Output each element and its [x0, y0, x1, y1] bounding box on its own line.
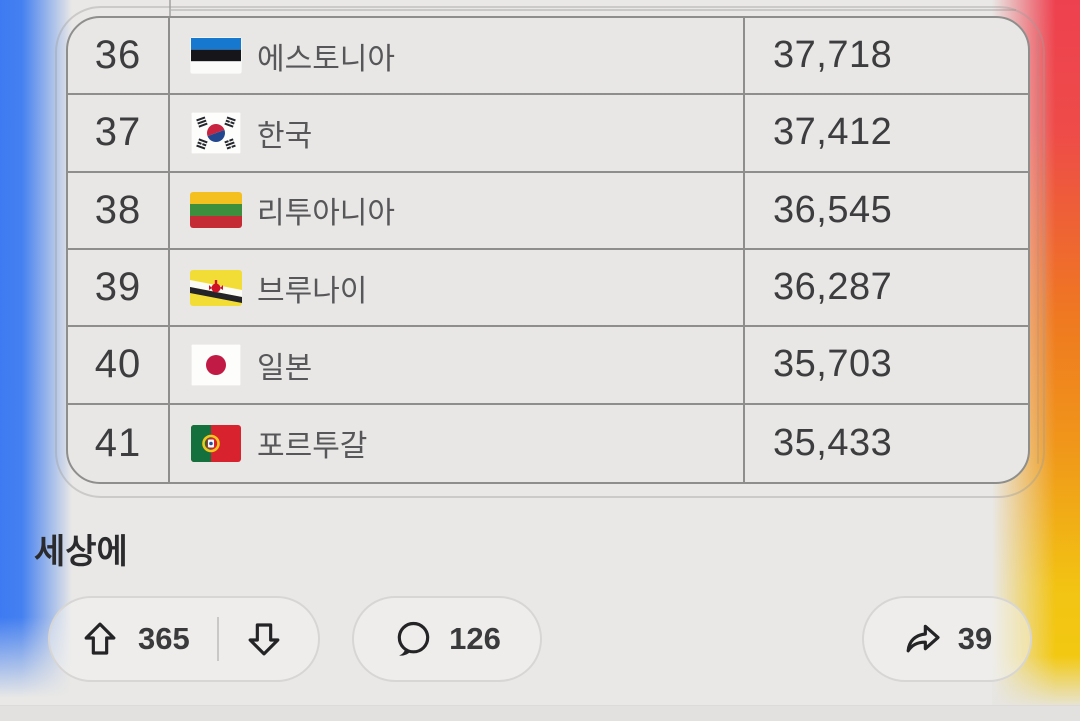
country-cell: 리투아니아 — [170, 172, 745, 248]
value-cell: 37,718 — [773, 34, 893, 77]
vote-pill[interactable]: 365 — [48, 596, 320, 682]
rank-cell: 40 — [68, 327, 170, 403]
rank-cell: 39 — [68, 250, 170, 326]
table-row: 38 리투아니아 36,545 — [68, 172, 1028, 250]
table-row: 36 에스토니아 37,718 — [68, 18, 1028, 96]
upvote-count: 365 — [138, 621, 190, 656]
rank-cell: 36 — [68, 18, 170, 94]
table-row: 40 일본 35,703 — [68, 327, 1028, 405]
upvote-icon[interactable] — [80, 619, 120, 659]
country-cell: 브루나이 — [170, 250, 745, 326]
brunei-flag-icon — [190, 269, 242, 306]
country-cell: 포르투갈 — [170, 404, 745, 482]
comment-button[interactable]: 126 — [352, 596, 542, 682]
rank-cell: 38 — [68, 172, 170, 248]
share-count: 39 — [957, 621, 993, 656]
country-name: 리투아니아 — [257, 197, 395, 231]
table-echo-line — [171, 9, 1016, 11]
comment-count: 126 — [449, 621, 501, 656]
share-icon — [906, 624, 940, 653]
country-name: 에스토니아 — [257, 42, 395, 76]
portugal-flag-icon — [190, 424, 242, 462]
country-cell: 한국 — [170, 95, 745, 171]
country-name: 브루나이 — [257, 274, 368, 308]
lithuania-flag-icon — [190, 192, 242, 229]
table-echo-line — [169, 0, 171, 17]
rank-cell: 41 — [68, 404, 170, 482]
share-button[interactable]: 39 — [862, 596, 1032, 682]
post-title: 세상에 — [34, 533, 128, 571]
country-name: 한국 — [257, 119, 313, 153]
value-cell: 37,412 — [773, 111, 893, 154]
table-row: 39 브루나이 36,287 — [68, 250, 1028, 328]
country-name: 포르투갈 — [257, 430, 368, 464]
post-bottom-divider — [0, 705, 1080, 721]
ranking-table-image[interactable]: 36 에스토니아 37,718 37 한국 37,412 38 리투아니아 36… — [66, 16, 1030, 484]
table-row: 41 포르투갈 35,433 — [68, 404, 1028, 482]
country-cell: 에스토니아 — [170, 18, 745, 94]
country-cell: 일본 — [170, 327, 745, 403]
value-cell: 35,433 — [773, 421, 893, 464]
vote-divider — [216, 617, 219, 661]
table-row: 37 한국 37,412 — [68, 95, 1028, 173]
estonia-flag-icon — [190, 37, 242, 75]
japan-flag-icon — [190, 343, 242, 386]
value-cell: 35,703 — [773, 343, 893, 386]
table-echo-line — [1037, 34, 1039, 464]
rank-cell: 37 — [68, 95, 170, 171]
country-name: 일본 — [257, 351, 313, 385]
comment-icon — [397, 621, 430, 656]
value-cell: 36,287 — [773, 266, 893, 309]
south-korea-flag-icon — [190, 111, 242, 154]
image-outer-edge — [55, 6, 1045, 498]
downvote-icon[interactable] — [244, 619, 284, 659]
value-cell: 36,545 — [773, 188, 893, 231]
